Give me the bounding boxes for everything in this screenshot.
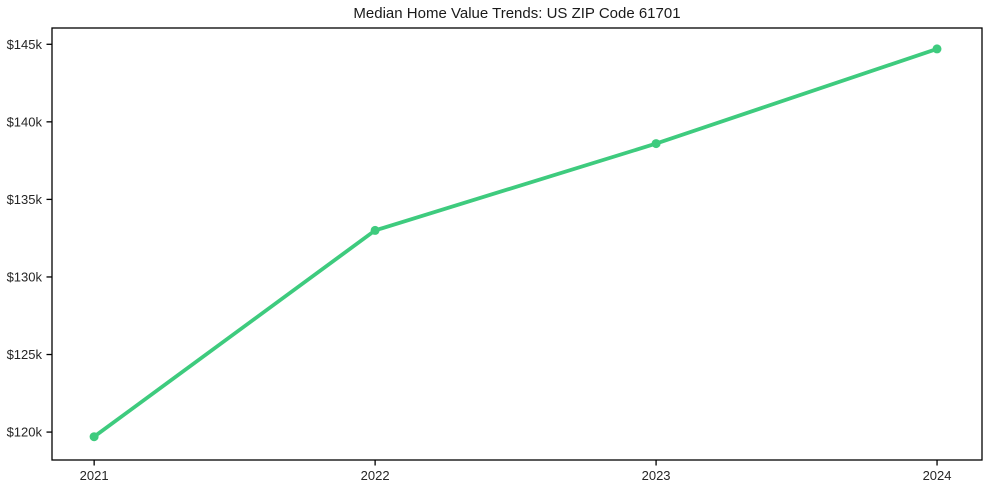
data-point-2023 (651, 139, 661, 149)
data-point-2022 (370, 225, 380, 235)
plot-border (51, 27, 983, 461)
y-tick-label: $130k (7, 269, 43, 284)
x-tick-label: 2023 (642, 468, 671, 483)
x-tick-label: 2021 (80, 468, 109, 483)
chart-title: Median Home Value Trends: US ZIP Code 61… (353, 5, 681, 22)
y-tick-label: $125k (7, 347, 43, 362)
trend-line (92, 47, 939, 439)
data-point-2024 (932, 44, 942, 54)
y-tick-label: $120k (7, 425, 43, 440)
y-tick-label: $145k (7, 37, 43, 52)
y-tick-label: $135k (7, 192, 43, 207)
data-point-2021 (89, 432, 99, 442)
x-tick-label: 2022 (361, 468, 390, 483)
x-tick-label: 2024 (923, 468, 952, 483)
y-tick-label: $140k (7, 114, 43, 129)
